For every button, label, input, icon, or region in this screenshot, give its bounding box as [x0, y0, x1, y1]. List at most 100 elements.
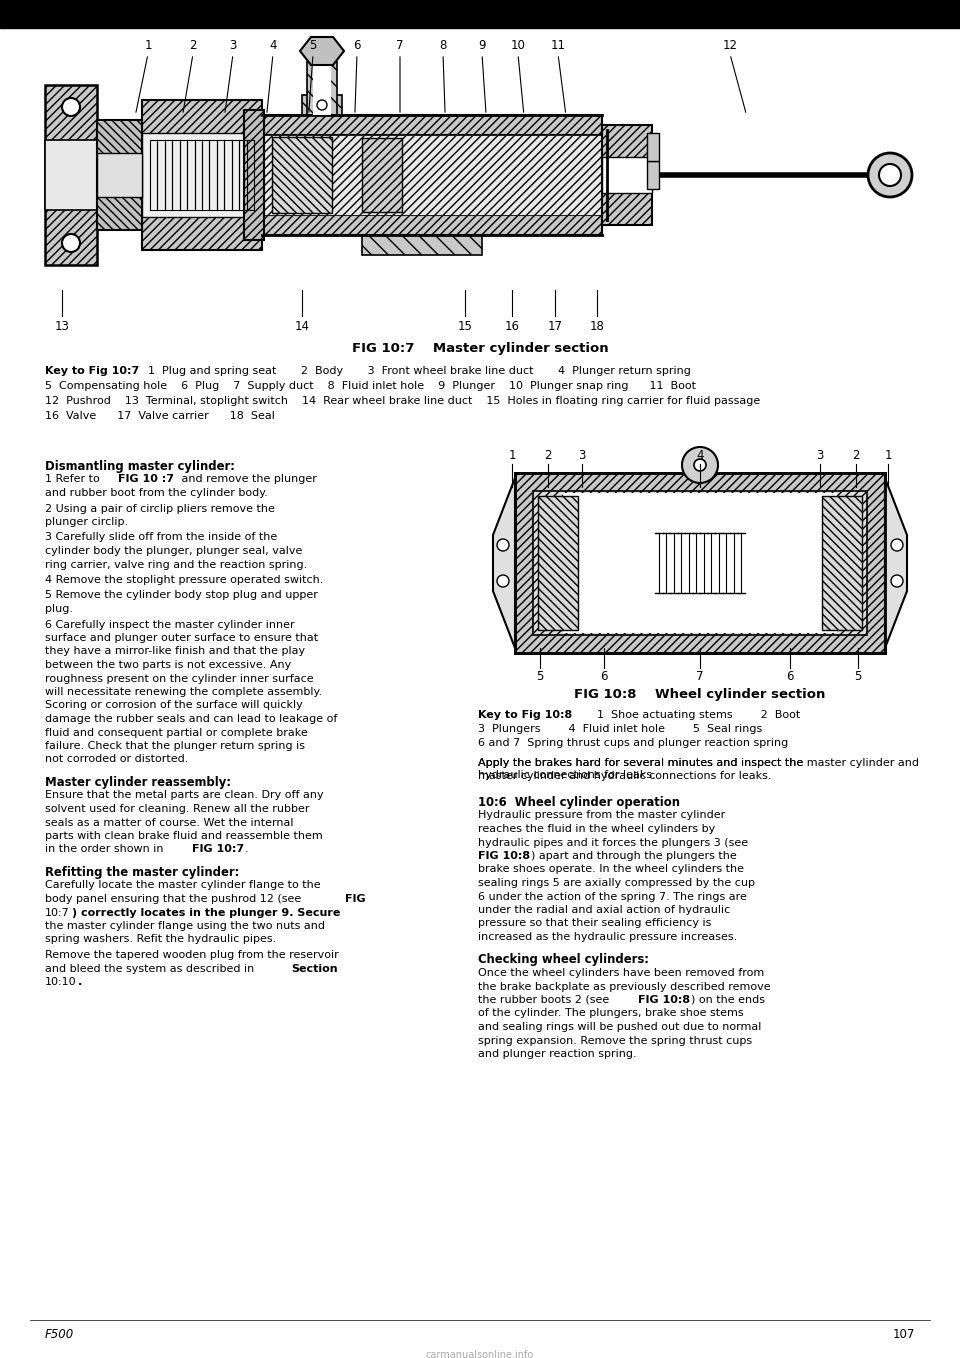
Text: 1: 1 — [884, 449, 892, 462]
Text: 3 Carefully slide off from the inside of the: 3 Carefully slide off from the inside of… — [45, 532, 277, 542]
Text: Ensure that the metal parts are clean. Dry off any: Ensure that the metal parts are clean. D… — [45, 790, 324, 800]
Text: Master cylinder reassembly:: Master cylinder reassembly: — [45, 775, 231, 789]
Bar — [0, 0, 960, 29]
Text: fluid and consequent partial or complete brake: fluid and consequent partial or complete… — [45, 728, 308, 737]
Polygon shape — [885, 478, 907, 648]
Text: 6: 6 — [353, 39, 361, 52]
Circle shape — [317, 100, 327, 110]
Text: body panel ensuring that the pushrod 12 (see: body panel ensuring that the pushrod 12 … — [45, 894, 304, 904]
Text: in the order shown in: in the order shown in — [45, 845, 167, 854]
Circle shape — [868, 153, 912, 197]
Text: 6 under the action of the spring 7. The rings are: 6 under the action of the spring 7. The … — [478, 891, 747, 902]
Text: 2: 2 — [852, 449, 860, 462]
Text: brake shoes operate. In the wheel cylinders the: brake shoes operate. In the wheel cylind… — [478, 865, 744, 875]
Text: 7: 7 — [396, 39, 404, 52]
Text: 17: 17 — [547, 320, 563, 333]
Text: ) on the ends: ) on the ends — [691, 995, 765, 1005]
Text: and remove the plunger: and remove the plunger — [179, 474, 317, 485]
Text: failure. Check that the plunger return spring is: failure. Check that the plunger return s… — [45, 741, 305, 751]
Text: 9: 9 — [478, 39, 486, 52]
Text: the master cylinder flange using the two nuts and: the master cylinder flange using the two… — [45, 921, 325, 932]
Bar — [262, 134, 602, 215]
Text: 10: 10 — [511, 39, 525, 52]
Text: roughness present on the cylinder inner surface: roughness present on the cylinder inner … — [45, 674, 314, 683]
Text: 5 Remove the cylinder body stop plug and upper: 5 Remove the cylinder body stop plug and… — [45, 591, 318, 600]
Bar — [97, 120, 142, 230]
Text: 1  Shoe actuating stems        2  Boot: 1 Shoe actuating stems 2 Boot — [597, 710, 801, 720]
Circle shape — [694, 459, 706, 471]
Bar — [262, 215, 602, 235]
Bar — [647, 162, 659, 189]
Text: not corroded or distorted.: not corroded or distorted. — [45, 755, 188, 765]
Text: spring expansion. Remove the spring thrust cups: spring expansion. Remove the spring thru… — [478, 1036, 752, 1046]
Bar — [307, 62, 337, 115]
Text: 15: 15 — [458, 320, 472, 333]
Bar — [302, 95, 342, 115]
Text: pressure so that their sealing efficiency is: pressure so that their sealing efficienc… — [478, 918, 711, 929]
Text: Carefully locate the master cylinder flange to the: Carefully locate the master cylinder fla… — [45, 880, 321, 891]
Text: master cylinder and hydraulic connections for leaks.: master cylinder and hydraulic connection… — [478, 771, 772, 781]
Text: FIG 10:7    Master cylinder section: FIG 10:7 Master cylinder section — [351, 342, 609, 354]
Text: ) correctly locates in the plunger 9. Secure: ) correctly locates in the plunger 9. Se… — [72, 907, 340, 918]
Text: 16: 16 — [505, 320, 519, 333]
Bar — [142, 100, 262, 250]
Bar — [563, 493, 837, 633]
Text: surface and plunger outer surface to ensure that: surface and plunger outer surface to ens… — [45, 633, 318, 642]
Text: 4 Remove the stoplight pressure operated switch.: 4 Remove the stoplight pressure operated… — [45, 574, 324, 585]
Text: and rubber boot from the cylinder body.: and rubber boot from the cylinder body. — [45, 488, 268, 498]
Text: and bleed the system as described in: and bleed the system as described in — [45, 963, 257, 974]
Text: 16  Valve      17  Valve carrier      18  Seal: 16 Valve 17 Valve carrier 18 Seal — [45, 411, 275, 421]
Text: under the radial and axial action of hydraulic: under the radial and axial action of hyd… — [478, 904, 731, 915]
Text: Once the wheel cylinders have been removed from: Once the wheel cylinders have been remov… — [478, 968, 764, 978]
Text: 107: 107 — [893, 1328, 915, 1340]
Text: 1  Plug and spring seat       2  Body       3  Front wheel brake line duct      : 1 Plug and spring seat 2 Body 3 Front wh… — [148, 367, 691, 376]
Text: 18: 18 — [589, 320, 605, 333]
Text: 4: 4 — [696, 449, 704, 462]
Text: and plunger reaction spring.: and plunger reaction spring. — [478, 1048, 636, 1059]
Text: FIG: FIG — [345, 894, 366, 904]
Text: cylinder body the plunger, plunger seal, valve: cylinder body the plunger, plunger seal,… — [45, 546, 302, 555]
Text: plunger circlip.: plunger circlip. — [45, 517, 128, 527]
Text: 10:6  Wheel cylinder operation: 10:6 Wheel cylinder operation — [478, 796, 680, 809]
Text: Key to Fig 10:7: Key to Fig 10:7 — [45, 367, 139, 376]
Text: ) apart and through the plungers the: ) apart and through the plungers the — [531, 851, 737, 861]
Text: 3  Plungers        4  Fluid inlet hole        5  Seal rings: 3 Plungers 4 Fluid inlet hole 5 Seal rin… — [478, 724, 762, 735]
Text: 2: 2 — [189, 39, 197, 52]
Text: Apply the brakes hard for several minutes and inspect the master cylinder and hy: Apply the brakes hard for several minute… — [478, 758, 919, 779]
Text: 11: 11 — [550, 39, 565, 52]
Bar — [647, 133, 659, 162]
Bar — [538, 496, 578, 630]
Bar — [97, 153, 142, 197]
Text: 14: 14 — [295, 320, 309, 333]
Text: .: . — [245, 845, 249, 854]
Circle shape — [879, 164, 901, 186]
Text: 13: 13 — [55, 320, 69, 333]
Bar — [45, 140, 97, 210]
Text: 6 and 7  Spring thrust cups and plunger reaction spring: 6 and 7 Spring thrust cups and plunger r… — [478, 737, 788, 748]
Text: increased as the hydraulic pressure increases.: increased as the hydraulic pressure incr… — [478, 932, 737, 942]
Text: F500: F500 — [45, 1328, 74, 1340]
Text: FIG 10:8: FIG 10:8 — [478, 851, 530, 861]
Text: 5  Compensating hole    6  Plug    7  Supply duct    8  Fluid inlet hole    9  P: 5 Compensating hole 6 Plug 7 Supply duct… — [45, 382, 696, 391]
Text: Hydraulic pressure from the master cylinder: Hydraulic pressure from the master cylin… — [478, 811, 725, 820]
Text: 6 Carefully inspect the master cylinder inner: 6 Carefully inspect the master cylinder … — [45, 619, 295, 630]
Text: FIG 10:7: FIG 10:7 — [192, 845, 244, 854]
Text: .: . — [79, 976, 83, 987]
Text: sealing rings 5 are axially compressed by the cup: sealing rings 5 are axially compressed b… — [478, 879, 755, 888]
Circle shape — [891, 574, 903, 587]
Text: 4: 4 — [269, 39, 276, 52]
Polygon shape — [493, 478, 515, 648]
Text: Refitting the master cylinder:: Refitting the master cylinder: — [45, 866, 239, 879]
Text: the rubber boots 2 (see: the rubber boots 2 (see — [478, 995, 612, 1005]
Text: FIG 10:8    Wheel cylinder section: FIG 10:8 Wheel cylinder section — [574, 689, 826, 701]
Text: 1 Refer to: 1 Refer to — [45, 474, 104, 485]
Text: 3: 3 — [229, 39, 237, 52]
Circle shape — [62, 234, 80, 253]
Circle shape — [682, 447, 718, 483]
Text: 12  Pushrod    13  Terminal, stoplight switch    14  Rear wheel brake line duct : 12 Pushrod 13 Terminal, stoplight switch… — [45, 397, 760, 406]
Text: 7: 7 — [696, 669, 704, 683]
Text: spring washers. Refit the hydraulic pipes.: spring washers. Refit the hydraulic pipe… — [45, 934, 276, 945]
Text: reaches the fluid in the wheel cylinders by: reaches the fluid in the wheel cylinders… — [478, 824, 715, 834]
Text: Apply the brakes hard for several minutes and inspect the: Apply the brakes hard for several minute… — [478, 758, 804, 769]
Text: they have a mirror-like finish and that the play: they have a mirror-like finish and that … — [45, 646, 305, 656]
